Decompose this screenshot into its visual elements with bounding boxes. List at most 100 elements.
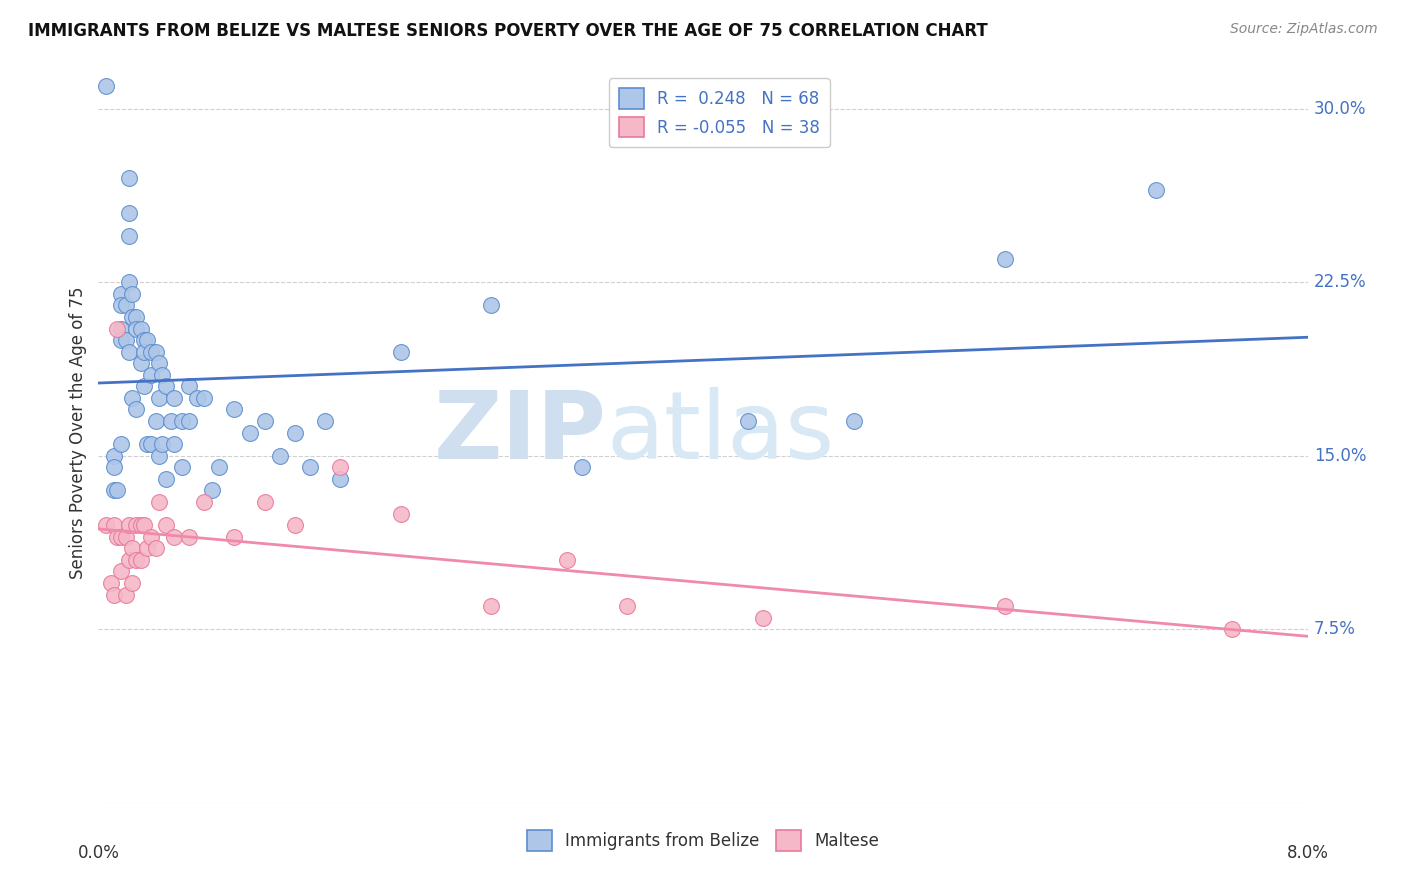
Point xyxy=(121,576,143,591)
Point xyxy=(135,333,157,347)
Point xyxy=(239,425,262,440)
Point xyxy=(103,518,125,533)
Point xyxy=(163,437,186,451)
Point xyxy=(284,518,307,533)
Text: 30.0%: 30.0% xyxy=(1313,100,1367,118)
Point xyxy=(1220,622,1243,636)
Point xyxy=(179,530,201,544)
Point xyxy=(224,402,246,417)
Point xyxy=(129,553,152,567)
Point xyxy=(186,391,208,405)
Point xyxy=(163,391,186,405)
Point xyxy=(105,321,128,335)
Point xyxy=(145,344,167,359)
Point xyxy=(118,206,141,220)
Point xyxy=(105,483,128,498)
Point xyxy=(110,321,132,335)
Point xyxy=(129,518,152,533)
Point xyxy=(125,553,148,567)
Point xyxy=(94,78,117,93)
Point xyxy=(141,437,163,451)
Point xyxy=(100,576,122,591)
Point xyxy=(481,298,503,312)
Point xyxy=(129,321,152,335)
Point xyxy=(114,333,136,347)
Point xyxy=(141,368,163,382)
Point xyxy=(150,368,173,382)
Point xyxy=(555,553,578,567)
Point xyxy=(132,333,155,347)
Text: Source: ZipAtlas.com: Source: ZipAtlas.com xyxy=(1230,22,1378,37)
Point xyxy=(141,344,163,359)
Point xyxy=(121,391,143,405)
Point xyxy=(110,530,132,544)
Point xyxy=(121,541,143,556)
Text: 22.5%: 22.5% xyxy=(1313,273,1367,291)
Point xyxy=(155,379,177,393)
Point xyxy=(132,379,155,393)
Point xyxy=(121,286,143,301)
Point xyxy=(193,495,215,509)
Point xyxy=(132,344,155,359)
Point xyxy=(110,437,132,451)
Point xyxy=(118,553,141,567)
Point xyxy=(389,507,412,521)
Point xyxy=(118,275,141,289)
Text: ZIP: ZIP xyxy=(433,386,606,479)
Point xyxy=(110,286,132,301)
Point xyxy=(121,310,143,324)
Text: 8.0%: 8.0% xyxy=(1286,844,1329,862)
Point xyxy=(299,460,322,475)
Point xyxy=(145,414,167,428)
Point xyxy=(1146,183,1168,197)
Point xyxy=(179,379,201,393)
Point xyxy=(571,460,593,475)
Text: 0.0%: 0.0% xyxy=(77,844,120,862)
Point xyxy=(994,252,1017,266)
Y-axis label: Seniors Poverty Over the Age of 75: Seniors Poverty Over the Age of 75 xyxy=(69,286,87,579)
Point xyxy=(253,495,276,509)
Point xyxy=(329,472,352,486)
Point xyxy=(129,356,152,370)
Point xyxy=(103,449,125,463)
Point xyxy=(141,530,163,544)
Point xyxy=(148,391,170,405)
Point xyxy=(329,460,352,475)
Point xyxy=(114,588,136,602)
Point xyxy=(105,530,128,544)
Point xyxy=(103,483,125,498)
Point xyxy=(163,530,186,544)
Point xyxy=(135,541,157,556)
Point xyxy=(110,298,132,312)
Point xyxy=(389,344,412,359)
Point xyxy=(114,298,136,312)
Point xyxy=(118,518,141,533)
Point xyxy=(103,460,125,475)
Point xyxy=(737,414,759,428)
Point xyxy=(253,414,276,428)
Point xyxy=(148,495,170,509)
Text: atlas: atlas xyxy=(606,386,835,479)
Point xyxy=(170,414,193,428)
Point xyxy=(994,599,1017,614)
Point xyxy=(110,565,132,579)
Text: 15.0%: 15.0% xyxy=(1313,447,1367,465)
Legend: Immigrants from Belize, Maltese: Immigrants from Belize, Maltese xyxy=(520,823,886,857)
Point xyxy=(284,425,307,440)
Point xyxy=(616,599,638,614)
Point xyxy=(269,449,291,463)
Point xyxy=(125,310,148,324)
Point xyxy=(193,391,215,405)
Point xyxy=(201,483,224,498)
Point xyxy=(314,414,336,428)
Point xyxy=(155,518,177,533)
Point xyxy=(114,530,136,544)
Point xyxy=(118,229,141,244)
Point xyxy=(844,414,866,428)
Point xyxy=(179,414,201,428)
Point xyxy=(160,414,183,428)
Point xyxy=(752,610,775,624)
Point xyxy=(103,588,125,602)
Point xyxy=(110,333,132,347)
Point xyxy=(125,321,148,335)
